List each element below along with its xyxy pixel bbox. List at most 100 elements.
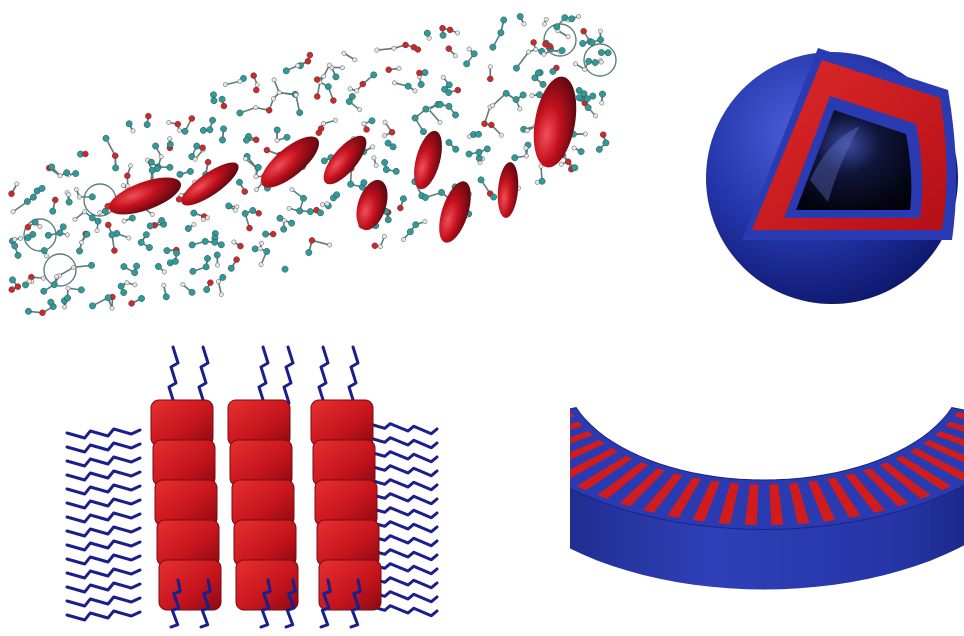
atom bbox=[452, 145, 460, 153]
atom bbox=[445, 81, 453, 89]
arc-stripe bbox=[945, 421, 964, 432]
atom bbox=[44, 253, 49, 259]
bond bbox=[376, 47, 395, 51]
atom bbox=[218, 95, 226, 103]
atom bbox=[64, 232, 70, 238]
atom bbox=[487, 64, 493, 70]
atom bbox=[276, 90, 282, 96]
lamellar-block bbox=[233, 519, 297, 567]
bond bbox=[492, 92, 507, 107]
atom bbox=[519, 91, 527, 99]
atom bbox=[176, 127, 182, 133]
atom bbox=[561, 14, 569, 22]
arc-stripe bbox=[862, 468, 909, 507]
atom bbox=[191, 222, 197, 227]
atom bbox=[604, 49, 612, 57]
atom bbox=[26, 278, 32, 284]
polymer-chain bbox=[65, 525, 142, 538]
atom bbox=[541, 51, 547, 57]
atom bbox=[56, 229, 64, 237]
atom bbox=[475, 130, 482, 138]
atom bbox=[207, 279, 214, 286]
atom bbox=[598, 59, 604, 65]
atom bbox=[440, 74, 446, 80]
lamellar-block bbox=[227, 399, 291, 447]
atom bbox=[254, 187, 259, 193]
atom bbox=[304, 58, 312, 65]
atom bbox=[321, 121, 326, 127]
atom bbox=[308, 237, 316, 244]
atom bbox=[184, 225, 192, 232]
atom bbox=[490, 193, 498, 201]
atom bbox=[421, 194, 429, 201]
atom bbox=[72, 216, 78, 222]
atom bbox=[439, 31, 447, 39]
atom bbox=[10, 209, 16, 215]
atom bbox=[445, 139, 453, 146]
atom bbox=[321, 73, 327, 79]
atom bbox=[145, 244, 153, 251]
bond bbox=[58, 266, 75, 277]
lamellar-block bbox=[158, 559, 222, 611]
atom bbox=[24, 307, 32, 315]
atom bbox=[452, 111, 459, 119]
arc-stripe bbox=[827, 477, 861, 518]
atom bbox=[259, 240, 264, 246]
atom bbox=[158, 154, 164, 160]
atom bbox=[254, 82, 260, 88]
atom bbox=[243, 136, 250, 144]
atom bbox=[489, 43, 497, 51]
atom bbox=[384, 216, 392, 224]
atom bbox=[29, 231, 37, 238]
polymer-chain bbox=[199, 578, 212, 629]
atom bbox=[417, 81, 425, 88]
atom bbox=[193, 142, 201, 150]
atom bbox=[597, 28, 603, 34]
atom bbox=[324, 201, 330, 207]
atom bbox=[553, 23, 561, 31]
atom bbox=[166, 141, 174, 148]
atom bbox=[488, 121, 495, 129]
atom bbox=[388, 129, 396, 136]
atom bbox=[483, 145, 491, 153]
atom bbox=[487, 75, 494, 83]
atom bbox=[400, 195, 407, 203]
atom bbox=[513, 64, 520, 72]
atom bbox=[253, 86, 260, 94]
atom bbox=[406, 228, 414, 236]
atom bbox=[289, 187, 295, 192]
atom bbox=[14, 251, 22, 259]
atom bbox=[161, 282, 167, 288]
atom bbox=[352, 57, 358, 63]
atom bbox=[237, 78, 243, 84]
arc-stripe bbox=[570, 439, 605, 460]
atom bbox=[24, 223, 32, 231]
arc-stripe bbox=[909, 448, 964, 481]
atom bbox=[438, 189, 445, 196]
atom bbox=[371, 155, 377, 161]
atom bbox=[439, 25, 446, 32]
atom bbox=[437, 119, 443, 125]
atom bbox=[412, 88, 418, 94]
atom bbox=[210, 91, 217, 99]
atom bbox=[339, 65, 345, 71]
atom bbox=[345, 98, 353, 105]
atom bbox=[585, 57, 593, 65]
polymer-chain bbox=[368, 464, 439, 478]
atom bbox=[172, 257, 179, 265]
atom bbox=[231, 239, 237, 245]
atom bbox=[305, 249, 313, 256]
atom bbox=[220, 102, 228, 110]
atom bbox=[396, 66, 402, 71]
atom bbox=[49, 207, 57, 215]
atom bbox=[63, 169, 71, 177]
atom bbox=[589, 92, 597, 100]
atom bbox=[373, 162, 379, 168]
atom bbox=[253, 174, 259, 180]
atom bbox=[83, 230, 91, 238]
atom bbox=[125, 120, 133, 128]
atom bbox=[446, 26, 454, 34]
rod-core bbox=[414, 130, 442, 190]
atom bbox=[455, 30, 460, 36]
atom bbox=[531, 74, 539, 82]
